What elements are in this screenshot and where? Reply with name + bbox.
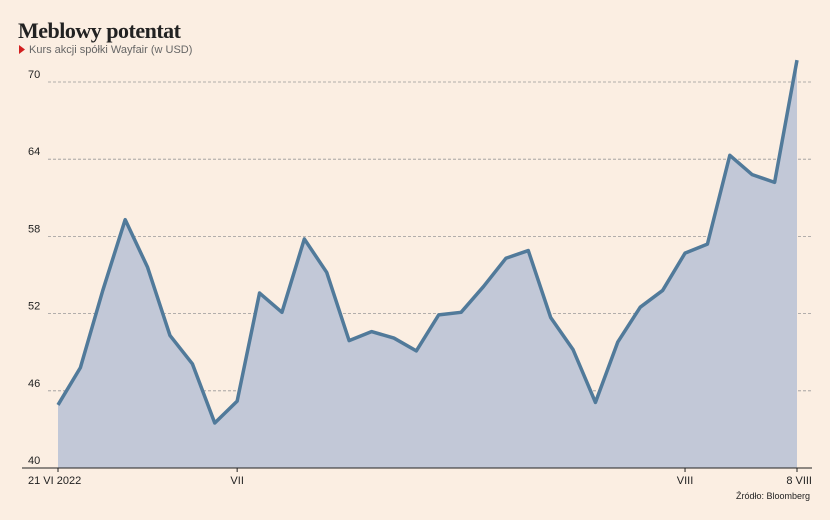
subtitle-marker bbox=[19, 45, 25, 54]
y-tick-label: 70 bbox=[28, 69, 40, 81]
chart-title: Meblowy potentat bbox=[18, 18, 182, 43]
y-tick-label: 64 bbox=[28, 146, 40, 158]
y-tick-label: 46 bbox=[28, 378, 40, 390]
y-tick-label: 58 bbox=[28, 223, 40, 235]
area bbox=[58, 60, 797, 468]
y-tick-label: 40 bbox=[28, 455, 40, 467]
y-tick-label: 52 bbox=[28, 301, 40, 313]
chart-subtitle: Kurs akcji spółki Wayfair (w USD) bbox=[29, 44, 192, 56]
x-tick-label: VII bbox=[230, 475, 243, 487]
x-tick-label: VIII bbox=[677, 475, 694, 487]
x-tick-label: 21 VI 2022 bbox=[28, 475, 81, 487]
source: Źródło: Bloomberg bbox=[736, 491, 810, 501]
line bbox=[56, 59, 799, 425]
x-tick-label: 8 VIII bbox=[786, 475, 812, 487]
